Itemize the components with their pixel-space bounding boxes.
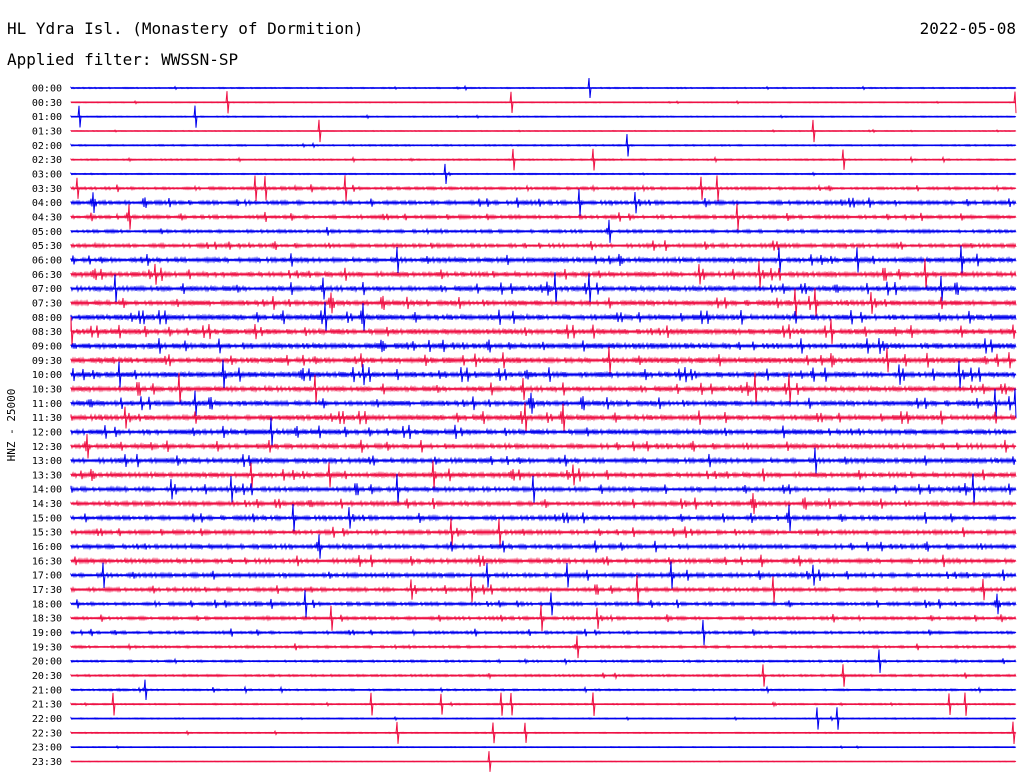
time-tick-label: 09:30 bbox=[32, 356, 62, 367]
y-axis-label: HNZ - 25000 bbox=[5, 389, 18, 462]
time-tick-label: 04:00 bbox=[32, 198, 62, 209]
time-tick-label: 07:00 bbox=[32, 284, 62, 295]
time-tick-label: 18:30 bbox=[32, 614, 62, 625]
record-date: 2022-05-08 bbox=[919, 19, 1016, 38]
time-tick-label: 08:00 bbox=[32, 313, 62, 324]
time-tick-label: 08:30 bbox=[32, 327, 62, 338]
time-tick-label: 21:30 bbox=[32, 700, 62, 711]
time-tick-label: 20:00 bbox=[32, 657, 62, 668]
time-tick-label: 12:00 bbox=[32, 427, 62, 438]
time-tick-label: 02:00 bbox=[32, 141, 62, 152]
time-tick-label: 07:30 bbox=[32, 298, 62, 309]
time-tick-label: 17:30 bbox=[32, 585, 62, 596]
time-tick-label: 14:00 bbox=[32, 485, 62, 496]
time-tick-label: 22:00 bbox=[32, 714, 62, 725]
time-tick-label: 14:30 bbox=[32, 499, 62, 510]
time-tick-label: 04:30 bbox=[32, 212, 62, 223]
time-tick-label: 18:00 bbox=[32, 599, 62, 610]
time-tick-label: 02:30 bbox=[32, 155, 62, 166]
time-tick-label: 03:30 bbox=[32, 184, 62, 195]
time-tick-label: 05:30 bbox=[32, 241, 62, 252]
time-tick-label: 15:30 bbox=[32, 528, 62, 539]
time-tick-label: 23:00 bbox=[32, 743, 62, 754]
time-tick-label: 21:00 bbox=[32, 685, 62, 696]
time-tick-label: 23:30 bbox=[32, 757, 62, 768]
time-tick-label: 10:00 bbox=[32, 370, 62, 381]
time-tick-label: 13:30 bbox=[32, 470, 62, 481]
time-tick-label: 17:00 bbox=[32, 571, 62, 582]
station-title: HL Ydra Isl. (Monastery of Dormition) bbox=[7, 19, 364, 38]
filter-label: Applied filter: WWSSN-SP bbox=[7, 50, 239, 69]
time-tick-label: 00:00 bbox=[32, 84, 62, 95]
time-tick-label: 10:30 bbox=[32, 384, 62, 395]
time-tick-label: 01:00 bbox=[32, 112, 62, 123]
time-tick-label: 03:00 bbox=[32, 169, 62, 180]
time-tick-label: 05:00 bbox=[32, 227, 62, 238]
time-tick-label: 19:00 bbox=[32, 628, 62, 639]
time-tick-label: 11:30 bbox=[32, 413, 62, 424]
time-tick-label: 06:30 bbox=[32, 270, 62, 281]
time-tick-label: 15:00 bbox=[32, 513, 62, 524]
time-tick-label: 12:30 bbox=[32, 442, 62, 453]
time-tick-label: 01:30 bbox=[32, 126, 62, 137]
time-tick-label: 16:00 bbox=[32, 542, 62, 553]
time-tick-label: 09:00 bbox=[32, 341, 62, 352]
time-tick-label: 13:00 bbox=[32, 456, 62, 467]
time-tick-label: 11:00 bbox=[32, 399, 62, 410]
time-tick-label: 20:30 bbox=[32, 671, 62, 682]
time-tick-label: 00:30 bbox=[32, 98, 62, 109]
time-tick-label: 06:00 bbox=[32, 255, 62, 266]
trace-line bbox=[70, 316, 1017, 347]
time-tick-label: 22:30 bbox=[32, 728, 62, 739]
time-tick-label: 19:30 bbox=[32, 642, 62, 653]
time-tick-label: 16:30 bbox=[32, 556, 62, 567]
